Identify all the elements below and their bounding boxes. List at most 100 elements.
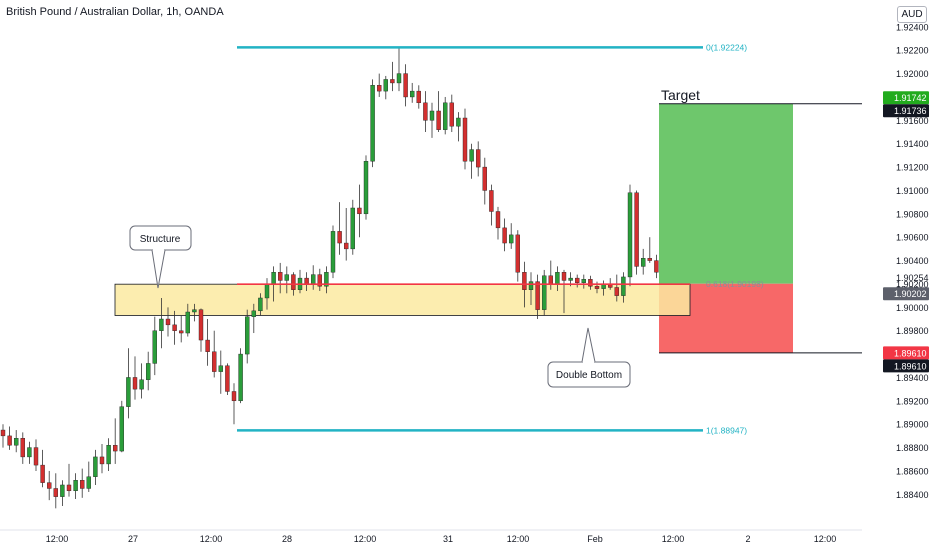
candle-body [548, 275, 553, 285]
candle [73, 473, 78, 499]
candle [575, 274, 580, 288]
candle [178, 315, 184, 343]
candle-body [654, 260, 659, 273]
candle-body [588, 279, 593, 287]
candle-body [258, 297, 263, 312]
candle-body [231, 391, 237, 402]
candle-body [251, 310, 257, 317]
price-tick-label: 1.89800 [896, 326, 929, 336]
candle-body [495, 211, 501, 229]
candle [344, 207, 349, 261]
candle-body [218, 365, 224, 372]
candle [495, 206, 501, 240]
candle-body [396, 73, 402, 84]
candle-body [13, 438, 19, 446]
candle [330, 225, 336, 279]
candle [251, 303, 257, 334]
entry-price-tag-text: 1.90202 [894, 289, 927, 299]
candle [350, 199, 355, 255]
candle [278, 262, 283, 294]
candle-body [27, 447, 32, 458]
candle [423, 91, 428, 133]
price-tick-label: 1.90600 [896, 233, 929, 243]
candle-body [647, 258, 652, 261]
candle-body [106, 445, 111, 465]
candle-body [555, 272, 560, 285]
stop-price-tag-dark-text: 1.89610 [894, 361, 927, 371]
candle [33, 439, 39, 471]
candle [112, 418, 118, 464]
candle [396, 47, 402, 92]
candle [244, 309, 250, 364]
structure-label: Structure [140, 234, 181, 245]
candle-body [423, 102, 428, 121]
candle [634, 190, 639, 275]
candle-body [350, 207, 355, 250]
candle [482, 157, 487, 205]
time-tick-label: 2 [745, 534, 750, 544]
candle-body [7, 435, 12, 446]
candle-body [139, 379, 144, 390]
candle [515, 230, 520, 282]
currency-button[interactable]: AUD [897, 6, 927, 23]
candle [93, 449, 98, 485]
candle [410, 82, 415, 103]
candle [225, 363, 230, 395]
candle-body [205, 339, 210, 352]
candle-body [383, 79, 388, 92]
candle [561, 269, 567, 314]
candle-body [165, 318, 171, 326]
candle-body [403, 73, 408, 98]
candle-body [443, 102, 448, 130]
candle-body [502, 227, 507, 244]
candle-body [324, 272, 329, 287]
candle [502, 218, 507, 252]
time-tick-label: 27 [128, 534, 138, 544]
price-tick-label: 1.89200 [896, 396, 929, 406]
lines-layer: 0(1.92224) 0.618(1.90198) 1(1.88947) [237, 42, 764, 435]
stop-price-tag-dark-bg [883, 359, 929, 373]
candle-body [152, 330, 158, 364]
time-tick-label: 12:00 [814, 534, 837, 544]
candle [119, 400, 125, 453]
target-price-tag-dark-text: 1.91736 [894, 106, 927, 116]
stop-price-tag-dark: 1.89610 [883, 359, 929, 373]
time-axis[interactable]: 12:00 27 12:00 28 12:00 31 12:00 Feb 12:00 2 12:00 [0, 529, 862, 544]
candle [469, 143, 474, 179]
candle [106, 438, 111, 471]
candle-body [515, 234, 520, 273]
price-tick-label: 1.90800 [896, 209, 929, 219]
candle [198, 308, 204, 352]
candle-body [363, 161, 369, 215]
candle-body [66, 484, 72, 492]
candle-body [126, 377, 131, 407]
candle-body [317, 274, 322, 287]
candle-body [614, 287, 619, 296]
candle [172, 310, 177, 345]
price-tick-label: 1.88600 [896, 466, 929, 476]
candle-body [377, 85, 382, 92]
candle-body [73, 480, 78, 492]
candle-body [244, 316, 250, 355]
candle [416, 85, 421, 109]
candle-body [528, 281, 534, 290]
candle-body [93, 456, 98, 477]
candle-body [627, 192, 633, 278]
target-zone [659, 103, 793, 284]
candle-body [198, 309, 204, 341]
candle [542, 269, 547, 316]
zones-layer [114, 103, 862, 354]
price-tick-label: 1.88400 [896, 490, 929, 500]
price-axis[interactable]: 1.924001.922001.920001.918001.916001.914… [862, 0, 932, 550]
price-tick-label: 1.90400 [896, 256, 929, 266]
time-tick-label: Feb [587, 534, 603, 544]
candle-body [337, 231, 342, 244]
candle-body [469, 149, 474, 162]
candle-body [79, 480, 85, 489]
double-bottom-callout-pointer [581, 327, 596, 363]
candle-body [390, 79, 395, 84]
candle-body [416, 90, 421, 104]
candle [0, 424, 6, 448]
price-tick-label: 1.91000 [896, 186, 929, 196]
